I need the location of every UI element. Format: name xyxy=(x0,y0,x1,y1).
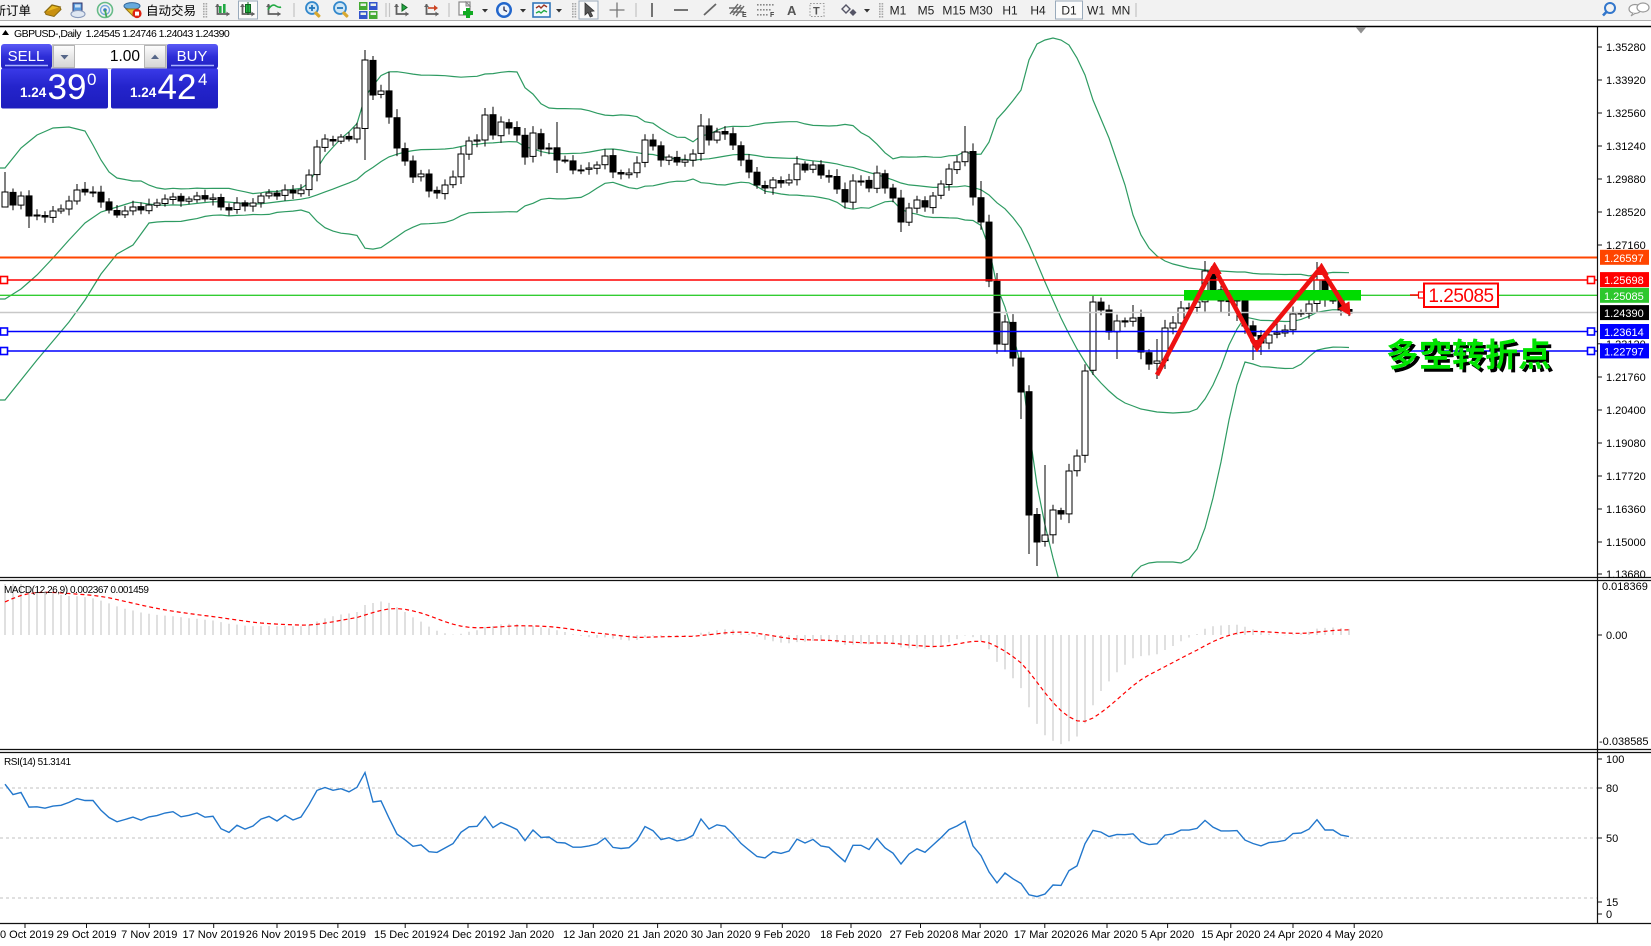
svg-text:1.25698: 1.25698 xyxy=(1604,275,1644,287)
svg-text:21 Jan 2020: 21 Jan 2020 xyxy=(627,929,688,941)
svg-text:0 Oct 2019: 0 Oct 2019 xyxy=(0,929,54,941)
svg-text:29 Oct 2019: 29 Oct 2019 xyxy=(57,929,117,941)
svg-text:4 May 2020: 4 May 2020 xyxy=(1325,929,1382,941)
svg-text:1.24: 1.24 xyxy=(130,85,157,100)
svg-text:5 Dec 2019: 5 Dec 2019 xyxy=(310,929,366,941)
svg-text:D1: D1 xyxy=(1061,4,1077,18)
svg-text:T: T xyxy=(813,6,820,18)
svg-text:24 Dec 2019: 24 Dec 2019 xyxy=(437,929,499,941)
svg-text:8 Mar 2020: 8 Mar 2020 xyxy=(952,929,1008,941)
svg-text:1.16360: 1.16360 xyxy=(1606,504,1646,516)
svg-text:26 Nov 2019: 26 Nov 2019 xyxy=(246,929,308,941)
svg-text:0: 0 xyxy=(87,70,96,89)
svg-text:1.20400: 1.20400 xyxy=(1606,405,1646,417)
svg-text:F: F xyxy=(770,12,775,19)
svg-text:80: 80 xyxy=(1606,783,1618,795)
svg-text:26 Mar 2020: 26 Mar 2020 xyxy=(1076,929,1138,941)
svg-text:M30: M30 xyxy=(969,4,993,18)
svg-text:24 Apr 2020: 24 Apr 2020 xyxy=(1263,929,1322,941)
svg-text:1.24: 1.24 xyxy=(20,85,47,100)
svg-text:A: A xyxy=(787,3,797,18)
svg-text:1.21760: 1.21760 xyxy=(1606,372,1646,384)
svg-text:1.13680: 1.13680 xyxy=(1606,569,1646,581)
svg-text:15 Dec 2019: 15 Dec 2019 xyxy=(374,929,436,941)
svg-text:M1: M1 xyxy=(890,4,907,18)
svg-text:H4: H4 xyxy=(1030,4,1046,18)
svg-text:15: 15 xyxy=(1606,897,1618,909)
svg-text:BUY: BUY xyxy=(177,48,208,65)
svg-text:12 Jan 2020: 12 Jan 2020 xyxy=(563,929,624,941)
svg-text:MACD(12,26,9) 0.002367 0.00145: MACD(12,26,9) 0.002367 0.001459 xyxy=(4,585,149,596)
svg-text:0.00: 0.00 xyxy=(1606,630,1627,642)
svg-text:15 Apr 2020: 15 Apr 2020 xyxy=(1201,929,1260,941)
svg-text:1.00: 1.00 xyxy=(110,48,141,65)
svg-text:1.25085: 1.25085 xyxy=(1428,286,1493,307)
svg-text:17 Nov 2019: 17 Nov 2019 xyxy=(183,929,245,941)
svg-text:1.28520: 1.28520 xyxy=(1606,207,1646,219)
svg-text:9 Feb 2020: 9 Feb 2020 xyxy=(754,929,810,941)
svg-text:0: 0 xyxy=(1606,909,1612,921)
svg-text:GBPUSD-,Daily 1.24545 1.24746: GBPUSD-,Daily 1.24545 1.24746 1.24043 1.… xyxy=(14,28,230,40)
svg-text:RSI(14) 51.3141: RSI(14) 51.3141 xyxy=(4,757,72,768)
svg-text:SELL: SELL xyxy=(8,48,45,65)
svg-text:M5: M5 xyxy=(918,4,935,18)
svg-text:5 Apr 2020: 5 Apr 2020 xyxy=(1141,929,1194,941)
svg-text:1.32560: 1.32560 xyxy=(1606,108,1646,120)
svg-text:1.35280: 1.35280 xyxy=(1606,42,1646,54)
svg-text:M15: M15 xyxy=(942,4,966,18)
svg-text:0.018369: 0.018369 xyxy=(1602,581,1648,593)
svg-text:42: 42 xyxy=(158,68,197,107)
svg-text:7 Nov 2019: 7 Nov 2019 xyxy=(121,929,177,941)
svg-text:1.27160: 1.27160 xyxy=(1606,240,1646,252)
svg-text:H1: H1 xyxy=(1002,4,1018,18)
svg-text:1.25085: 1.25085 xyxy=(1604,291,1644,303)
svg-text:39: 39 xyxy=(48,68,87,107)
svg-text:MN: MN xyxy=(1112,4,1131,18)
svg-text:1.17720: 1.17720 xyxy=(1606,471,1646,483)
svg-text:2 Jan 2020: 2 Jan 2020 xyxy=(500,929,554,941)
svg-text:1.26597: 1.26597 xyxy=(1604,253,1644,265)
svg-text:1.33920: 1.33920 xyxy=(1606,75,1646,87)
svg-text:30 Jan 2020: 30 Jan 2020 xyxy=(691,929,752,941)
svg-text:E: E xyxy=(742,12,747,19)
svg-text:1.29880: 1.29880 xyxy=(1606,174,1646,186)
svg-text:1.15000: 1.15000 xyxy=(1606,537,1646,549)
svg-text:W1: W1 xyxy=(1087,4,1105,18)
svg-text:50: 50 xyxy=(1606,833,1618,845)
svg-text:1.24390: 1.24390 xyxy=(1604,308,1644,320)
svg-text:18 Feb 2020: 18 Feb 2020 xyxy=(820,929,882,941)
svg-text:1.19080: 1.19080 xyxy=(1606,438,1646,450)
svg-text:1.22797: 1.22797 xyxy=(1604,346,1644,358)
svg-text:27 Feb 2020: 27 Feb 2020 xyxy=(890,929,952,941)
svg-text:-0.038585: -0.038585 xyxy=(1599,736,1649,748)
svg-text:17 Mar 2020: 17 Mar 2020 xyxy=(1014,929,1076,941)
svg-text:100: 100 xyxy=(1606,754,1624,766)
svg-text:1.23614: 1.23614 xyxy=(1604,327,1644,339)
svg-text:1.31240: 1.31240 xyxy=(1606,141,1646,153)
svg-text:4: 4 xyxy=(198,70,207,89)
